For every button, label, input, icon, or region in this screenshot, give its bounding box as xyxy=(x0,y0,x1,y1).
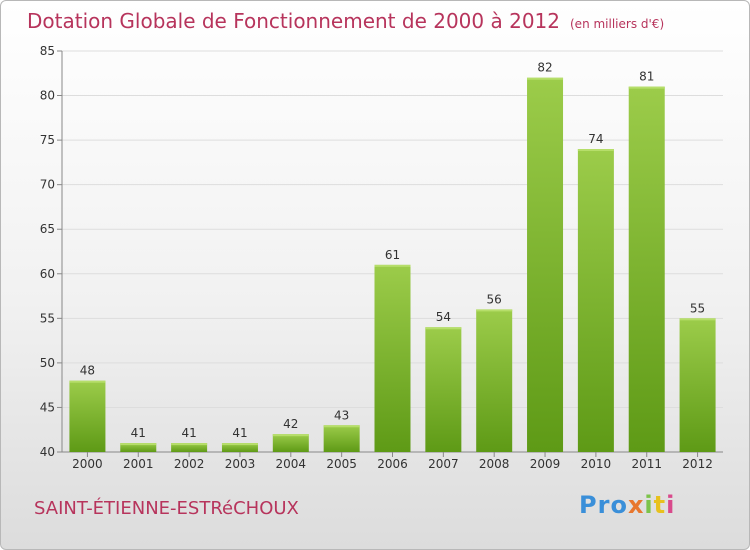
y-tick-label: 55 xyxy=(40,311,55,325)
x-tick-label: 2011 xyxy=(631,457,662,471)
bar-highlight xyxy=(221,443,258,446)
y-tick-label: 45 xyxy=(40,400,55,414)
y-tick-label: 65 xyxy=(40,222,55,236)
bar-value-label: 41 xyxy=(131,426,146,440)
bar-highlight xyxy=(272,434,309,437)
logo-letter: r xyxy=(597,491,611,519)
bar xyxy=(577,149,614,452)
x-tick-label: 2003 xyxy=(225,457,256,471)
bar-value-label: 61 xyxy=(385,248,400,262)
x-tick-label: 2001 xyxy=(123,457,154,471)
bar-highlight xyxy=(527,77,564,80)
y-tick-label: 40 xyxy=(40,445,55,459)
bar xyxy=(374,264,411,452)
y-tick-label: 80 xyxy=(40,89,55,103)
logo-letter: x xyxy=(627,491,645,519)
y-tick-label: 85 xyxy=(40,44,55,58)
chart-title-text: Dotation Globale de Fonctionnement de 20… xyxy=(27,9,560,33)
bar-highlight xyxy=(628,86,665,89)
bar-value-label: 56 xyxy=(487,292,502,306)
bar xyxy=(628,86,665,453)
x-tick-label: 2008 xyxy=(479,457,510,471)
bar-highlight xyxy=(577,149,614,152)
bar-value-label: 41 xyxy=(232,426,247,440)
x-tick-label: 2007 xyxy=(428,457,459,471)
bar-highlight xyxy=(679,318,716,321)
bar xyxy=(272,434,309,452)
x-tick-label: 2009 xyxy=(530,457,561,471)
bar-highlight xyxy=(323,425,360,428)
logo-letter: t xyxy=(653,491,667,519)
bar-highlight xyxy=(425,327,462,330)
x-tick-label: 2006 xyxy=(377,457,408,471)
bar xyxy=(679,318,716,452)
x-tick-label: 2004 xyxy=(276,457,307,471)
bar-highlight xyxy=(374,264,411,267)
bar-value-label: 54 xyxy=(436,310,451,324)
x-tick-label: 2012 xyxy=(682,457,713,471)
bar-value-label: 82 xyxy=(537,61,552,75)
y-tick-label: 75 xyxy=(40,133,55,147)
chart-title: Dotation Globale de Fonctionnement de 20… xyxy=(27,9,664,33)
x-tick-label: 2002 xyxy=(174,457,205,471)
bar xyxy=(476,309,513,452)
bar xyxy=(69,380,106,452)
bar xyxy=(527,77,564,452)
bar-value-label: 41 xyxy=(181,426,196,440)
bar xyxy=(120,443,157,452)
bar-highlight xyxy=(120,443,157,446)
proxiti-logo: Proxiti xyxy=(579,491,675,519)
bar xyxy=(323,425,360,452)
bar-value-label: 42 xyxy=(283,417,298,431)
y-tick-label: 60 xyxy=(40,267,55,281)
bar-highlight xyxy=(171,443,208,446)
bar-value-label: 74 xyxy=(588,132,603,146)
bar xyxy=(221,443,258,452)
chart-unit: (en milliers d'€) xyxy=(570,17,665,31)
bar xyxy=(171,443,208,452)
bar-value-label: 48 xyxy=(80,364,95,378)
logo-letter: i xyxy=(666,491,676,519)
x-tick-label: 2005 xyxy=(326,457,357,471)
logo-letter: i xyxy=(644,491,654,519)
bar-value-label: 81 xyxy=(639,70,654,84)
bar-value-label: 43 xyxy=(334,408,349,422)
bar-highlight xyxy=(476,309,513,312)
logo-letter: P xyxy=(579,491,598,519)
x-tick-label: 2000 xyxy=(72,457,103,471)
x-tick-label: 2010 xyxy=(581,457,612,471)
bar-highlight xyxy=(69,380,106,383)
bar xyxy=(425,327,462,452)
city-name: SAINT-ÉTIENNE-ESTRéCHOUX xyxy=(34,498,299,519)
bar-value-label: 55 xyxy=(690,301,705,315)
y-tick-label: 70 xyxy=(40,178,55,192)
logo-letter: o xyxy=(610,491,628,519)
y-tick-label: 50 xyxy=(40,356,55,370)
